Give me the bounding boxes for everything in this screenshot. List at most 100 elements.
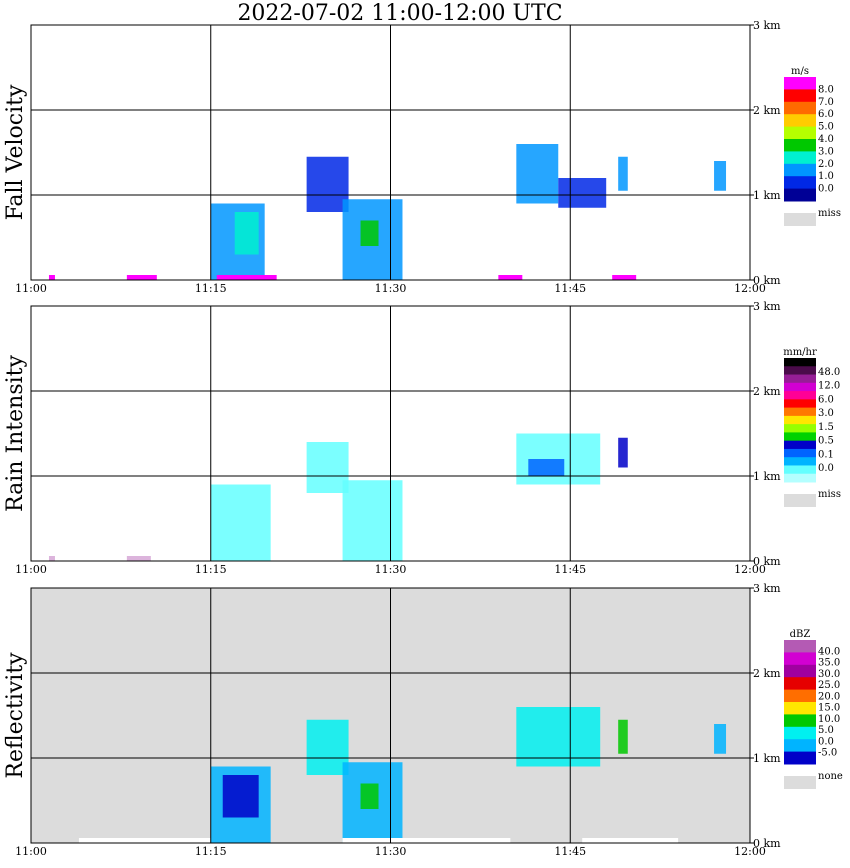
colorbar-cell	[784, 391, 816, 400]
plot-frame	[30, 587, 751, 844]
echo-cell	[222, 775, 259, 818]
surface-echo	[216, 275, 277, 280]
echo-cell	[306, 719, 349, 775]
colorbar-cell	[784, 399, 816, 409]
y-tick-label: 0 km	[753, 274, 781, 287]
colorbar-unit: dBZ	[790, 629, 811, 640]
colorbar-level: 35.0	[818, 658, 840, 669]
colorbar-level: 0.0	[818, 736, 834, 747]
colorbar-cell	[784, 726, 816, 740]
colorbar-cell	[784, 457, 816, 466]
x-tick-label: 12:00	[734, 282, 766, 295]
y-tick-label: 3 km	[753, 300, 781, 313]
colorbar-level: 5.0	[818, 122, 834, 133]
surface-echo	[48, 556, 55, 561]
colorbar-cell	[784, 640, 816, 653]
colorbar-level: 7.0	[818, 97, 834, 108]
colorbar-missing-swatch	[784, 494, 816, 507]
colorbar-missing-label: miss	[818, 489, 841, 500]
echo-cell	[306, 156, 349, 212]
x-tick-label: 11:00	[15, 563, 47, 576]
colorbar-cell	[784, 139, 816, 152]
colorbar-level: 2.0	[818, 159, 834, 170]
colorbar-cell	[784, 101, 816, 115]
chart-title: 2022-07-02 11:00-12:00 UTC	[237, 1, 563, 26]
colorbar-cell	[784, 382, 816, 392]
echo-cell	[516, 707, 601, 767]
colorbar-level: 25.0	[818, 680, 840, 691]
echo-cell	[306, 442, 349, 493]
x-tick-label: 11:00	[15, 282, 47, 295]
colorbar-cell	[784, 126, 816, 140]
x-tick-label: 12:00	[734, 563, 766, 576]
colorbar-unit: m/s	[791, 66, 809, 77]
echo-cell	[714, 161, 727, 191]
colorbar-level: 20.0	[818, 691, 840, 702]
colorbar-missing-swatch	[784, 213, 816, 226]
colorbar-cell	[784, 366, 816, 376]
colorbar-level: 0.1	[818, 449, 834, 460]
surface-echo	[78, 838, 211, 843]
colorbar-level: 6.0	[818, 109, 834, 120]
y-tick-label: 1 km	[753, 189, 781, 202]
colorbar-level: 5.0	[818, 725, 834, 736]
plot-frame	[30, 305, 751, 562]
colorbar-cell	[784, 89, 816, 103]
surface-echo	[126, 556, 151, 561]
colorbar-cell	[784, 163, 816, 177]
y-axis-label: Reflectivity	[3, 652, 28, 779]
echo-cell	[516, 144, 559, 204]
colorbar-level: 15.0	[818, 703, 840, 714]
colorbar-cell	[784, 188, 816, 202]
surface-echo	[126, 275, 157, 280]
colorbar-cell	[784, 151, 816, 165]
colorbar-level: 0.5	[818, 436, 834, 447]
colorbar-cell	[784, 440, 816, 450]
surface-echo	[498, 275, 523, 280]
colorbar-level: 3.0	[818, 408, 834, 419]
x-tick-label: 11:30	[375, 563, 407, 576]
colorbar-cell	[784, 473, 816, 483]
echo-cell	[234, 212, 259, 255]
colorbar-level: 0.0	[818, 184, 834, 195]
x-tick-label: 11:15	[195, 563, 227, 576]
colorbar-level: 1.5	[818, 422, 834, 433]
colorbar-missing-swatch	[784, 776, 816, 789]
colorbar-level: 48.0	[818, 367, 840, 378]
surface-echo	[612, 275, 637, 280]
colorbar-cell	[784, 424, 816, 433]
x-tick-label: 11:15	[195, 282, 227, 295]
x-tick-label: 11:45	[554, 563, 586, 576]
echo-cell	[618, 437, 628, 468]
colorbar-cell	[784, 358, 816, 367]
plot-frame	[30, 24, 751, 281]
colorbar-cell	[784, 702, 816, 715]
colorbar-cell	[784, 432, 816, 442]
colorbar-level: 40.0	[818, 646, 840, 657]
echo-cell	[558, 178, 607, 208]
x-tick-label: 11:00	[15, 845, 47, 858]
colorbar-cell	[784, 739, 816, 753]
colorbar-level: 10.0	[818, 714, 840, 725]
colorbar-level: 8.0	[818, 84, 834, 95]
y-tick-label: 2 km	[753, 667, 781, 680]
colorbar-level: -5.0	[818, 748, 837, 759]
echo-cell	[210, 484, 271, 561]
colorbar-cell	[784, 664, 816, 678]
surface-echo	[582, 838, 679, 843]
y-tick-label: 1 km	[753, 470, 781, 483]
colorbar-level: 4.0	[818, 134, 834, 145]
y-tick-label: 0 km	[753, 555, 781, 568]
echo-cell	[360, 220, 379, 246]
colorbar-cell	[784, 374, 816, 384]
echo-cell	[342, 480, 403, 561]
x-tick-label: 11:45	[554, 282, 586, 295]
x-tick-label: 11:30	[375, 282, 407, 295]
colorbar-unit: mm/hr	[783, 347, 817, 358]
y-axis-label: Rain Intensity	[3, 354, 28, 511]
colorbar-cell	[784, 407, 816, 417]
colorbar-cell	[784, 751, 816, 765]
colorbar-cell	[784, 652, 816, 666]
echo-cell	[360, 783, 379, 809]
